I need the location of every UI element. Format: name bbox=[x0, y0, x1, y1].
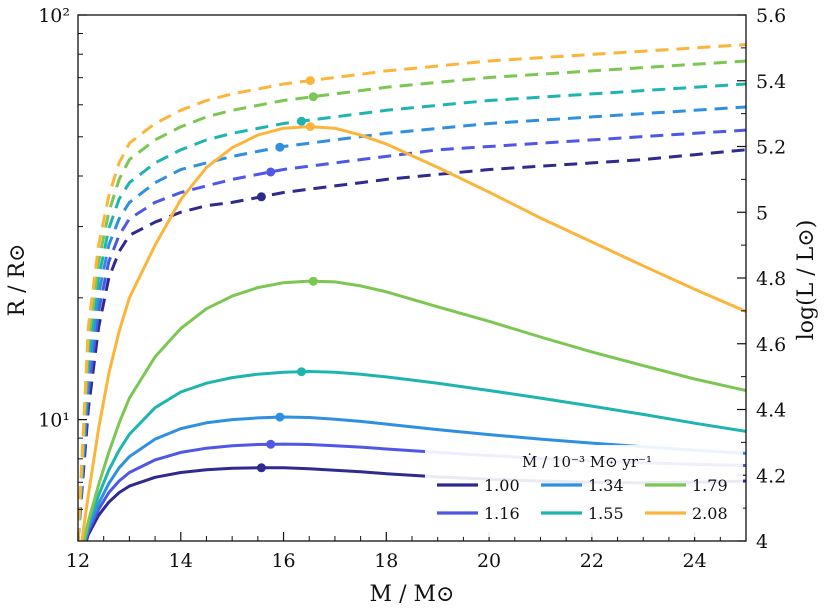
luminosity-line-1-16 bbox=[78, 128, 746, 541]
luminosity-marker-1-79 bbox=[308, 92, 318, 102]
radius-marker-1-55 bbox=[297, 367, 306, 377]
right-tick-label: 4.6 bbox=[756, 334, 786, 356]
x-tick-label: 18 bbox=[374, 550, 398, 572]
tick-layer: 12 14 16 18 20 22 24 10¹ 10² 4 4.2 4.4 4.6 4.8 5 5.2 5.4… bbox=[38, 5, 786, 572]
x-tick-label: 20 bbox=[477, 550, 501, 572]
right-tick-label: 5 bbox=[756, 202, 768, 224]
x-tick-label: 22 bbox=[580, 550, 604, 572]
luminosity-marker-1-00 bbox=[256, 192, 266, 202]
radius-marker-2-08 bbox=[305, 122, 315, 132]
right-axis-title: log(L / L⊙) bbox=[794, 220, 819, 341]
right-tick-label: 4.4 bbox=[756, 400, 786, 422]
radius-line-2-08 bbox=[80, 125, 746, 541]
x-tick-label: 24 bbox=[683, 550, 707, 572]
radius-line-1-55 bbox=[82, 370, 746, 541]
legend: Ṁ / 10⁻³ M⊙ yr⁻¹ 1.00 1.16 1.34 1.55 1.79 2.0… bbox=[425, 445, 743, 537]
legend-box bbox=[425, 445, 743, 537]
radius-line-1-79 bbox=[82, 279, 746, 541]
plot-frame bbox=[77, 14, 747, 542]
luminosity-marker-1-16 bbox=[266, 167, 276, 177]
right-tick-label: 5.4 bbox=[756, 71, 786, 93]
left-axis-title: R / R⊙ bbox=[5, 244, 30, 317]
right-tick-label: 4 bbox=[756, 531, 768, 553]
radius-marker-1-34 bbox=[275, 412, 285, 422]
legend-label-1-79: 1.79 bbox=[692, 476, 728, 495]
radius-marker-1-79 bbox=[308, 276, 318, 286]
luminosity-line-1-79 bbox=[78, 59, 746, 541]
left-tick-label: 10² bbox=[38, 5, 70, 27]
radius-marker-1-00 bbox=[256, 463, 266, 473]
luminosity-marker-1-34 bbox=[275, 142, 285, 152]
legend-label-1-34: 1.34 bbox=[588, 476, 624, 495]
x-tick-label: 16 bbox=[271, 550, 295, 572]
x-tick-label: 14 bbox=[169, 550, 193, 572]
luminosity-marker-2-08 bbox=[305, 76, 315, 86]
right-tick-label: 4.8 bbox=[756, 268, 786, 290]
legend-label-1-16: 1.16 bbox=[484, 504, 520, 523]
marker-layer bbox=[256, 76, 318, 473]
radius-marker-1-16 bbox=[266, 439, 276, 449]
right-tick-label: 4.2 bbox=[756, 465, 786, 487]
right-tick-label: 5.6 bbox=[756, 5, 786, 27]
legend-label-1-00: 1.00 bbox=[484, 476, 520, 495]
legend-label-1-55: 1.55 bbox=[588, 504, 624, 523]
right-tick-label: 5.2 bbox=[756, 137, 786, 159]
left-tick-label: 10¹ bbox=[38, 410, 70, 432]
x-axis-title: M / M⊙ bbox=[370, 582, 455, 607]
luminosity-line-2-08 bbox=[78, 43, 746, 541]
luminosity-marker-1-55 bbox=[297, 116, 306, 126]
luminosity-line-1-00 bbox=[78, 148, 746, 541]
x-tick-label: 12 bbox=[66, 550, 90, 572]
legend-title: Ṁ / 10⁻³ M⊙ yr⁻¹ bbox=[522, 453, 652, 471]
legend-label-2-08: 2.08 bbox=[692, 504, 728, 523]
luminosity-line-1-55 bbox=[78, 82, 746, 541]
